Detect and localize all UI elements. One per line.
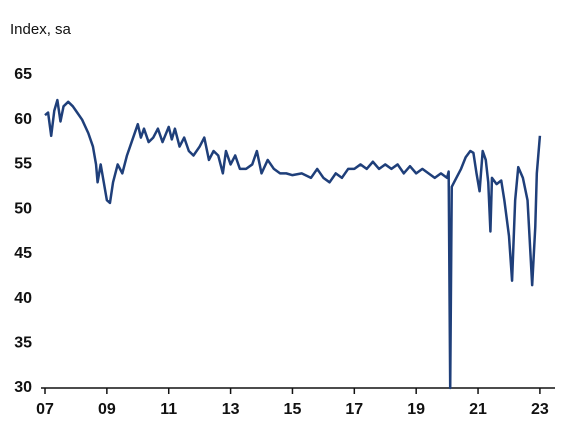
x-tick-label: 21	[469, 401, 487, 418]
x-tick-label: 07	[36, 401, 54, 418]
y-tick-label: 60	[14, 111, 32, 128]
y-tick-label: 65	[14, 66, 32, 83]
y-tick-label: 50	[14, 200, 32, 217]
y-tick-label: 30	[14, 379, 32, 396]
x-tick-label: 13	[222, 401, 240, 418]
y-tick-label: 40	[14, 290, 32, 307]
x-tick-label: 19	[407, 401, 425, 418]
y-tick-label: 35	[14, 335, 32, 352]
x-tick-label: 11	[160, 401, 177, 418]
y-tick-label: 55	[14, 156, 32, 173]
y-tick-label: 45	[14, 245, 32, 262]
chart-title: Index, sa	[10, 21, 72, 38]
x-tick-label: 09	[98, 401, 116, 418]
x-tick-label: 17	[345, 401, 363, 418]
data-line	[44, 98, 542, 390]
x-tick-label: 15	[284, 401, 302, 418]
x-tick-label: 23	[531, 401, 549, 418]
